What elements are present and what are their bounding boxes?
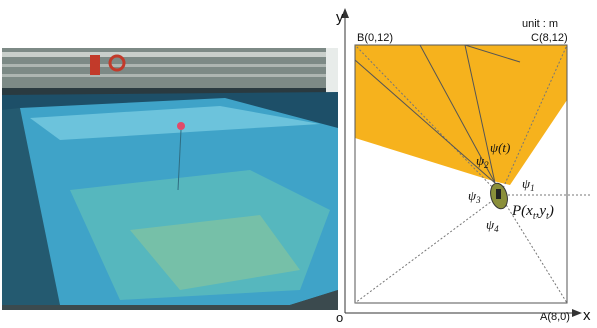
coverage-region bbox=[355, 45, 567, 185]
segment: P(x bbox=[511, 203, 533, 219]
segment: ,y bbox=[536, 203, 547, 219]
corner-a: A(8,0) bbox=[540, 311, 570, 323]
diagram bbox=[341, 8, 590, 317]
vehicle-body bbox=[496, 189, 501, 199]
axis-x-label: x bbox=[583, 307, 591, 324]
unit-label: unit : m bbox=[522, 18, 558, 30]
figure: y x o unit : m B(0,12) C(8,12) A(8,0) ψ(… bbox=[0, 0, 597, 328]
corner-c: C(8,12) bbox=[531, 32, 568, 44]
corner-b: B(0,12) bbox=[357, 32, 393, 44]
axis-y-label: y bbox=[336, 9, 344, 26]
psi-t: ψ(t) bbox=[490, 140, 510, 155]
subscript: 4 bbox=[494, 224, 499, 234]
psi-3: ψ3 bbox=[468, 188, 481, 205]
psi-4: ψ4 bbox=[486, 217, 499, 234]
subscript: 3 bbox=[475, 195, 481, 205]
point-p: P(xt,yt) bbox=[511, 203, 554, 222]
segment: ) bbox=[548, 203, 554, 219]
subscript: 1 bbox=[530, 183, 535, 193]
x-axis-arrow bbox=[572, 309, 582, 317]
origin-label: o bbox=[336, 310, 343, 325]
psi-1: ψ1 bbox=[522, 176, 535, 193]
pool-photo bbox=[2, 48, 338, 310]
subscript: 2 bbox=[484, 160, 489, 170]
